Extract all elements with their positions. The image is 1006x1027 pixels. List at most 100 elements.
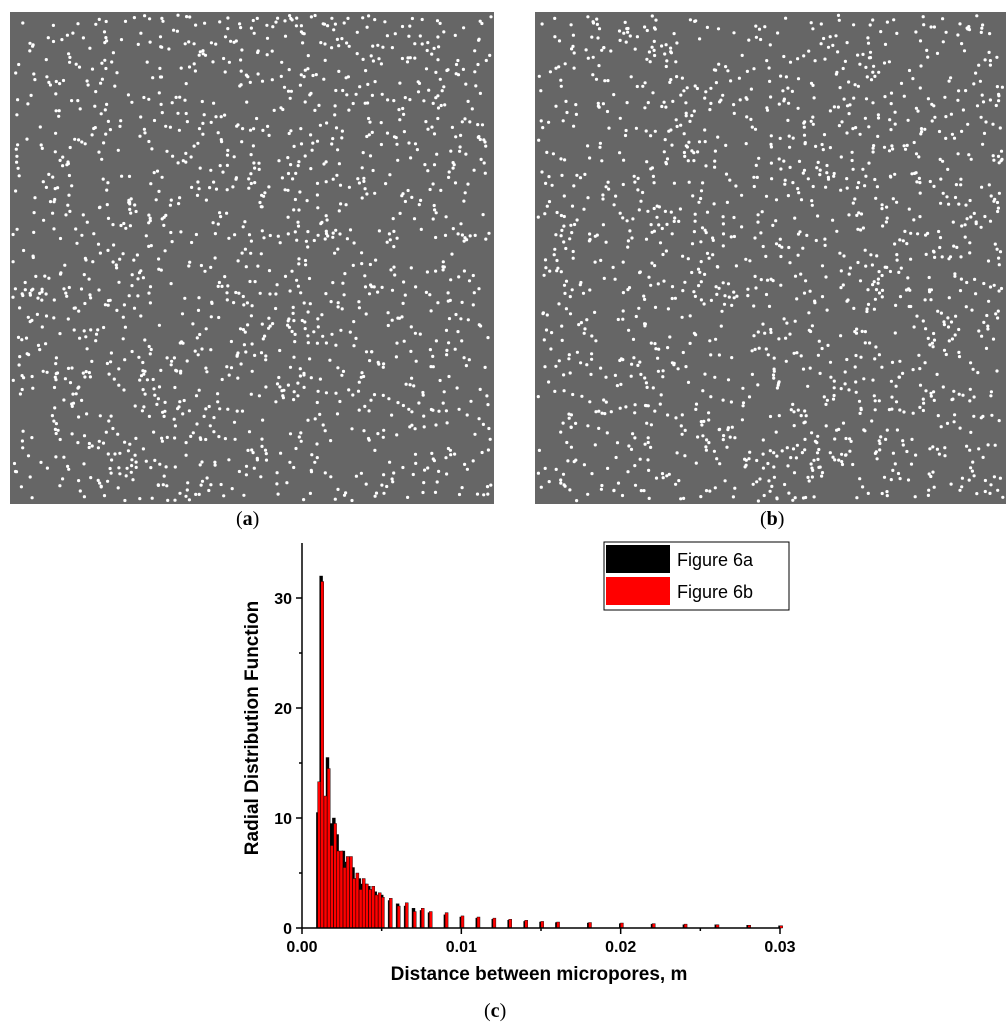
micropore-dot bbox=[713, 486, 717, 490]
micropore-dot bbox=[316, 206, 320, 210]
micropore-dot bbox=[77, 479, 81, 483]
micropore-dot bbox=[94, 90, 98, 94]
micropore-dot bbox=[357, 306, 361, 310]
micropore-dot bbox=[957, 89, 961, 93]
micropore-dot bbox=[220, 284, 224, 288]
micropore-dot bbox=[222, 56, 226, 61]
micropore-dot bbox=[997, 161, 1001, 165]
micropore-dot bbox=[395, 341, 399, 345]
micropore-dot bbox=[67, 285, 71, 290]
micropore-dot bbox=[721, 215, 725, 219]
micropore-dot bbox=[407, 407, 411, 411]
micropore-dot bbox=[252, 466, 256, 470]
micropore-dot bbox=[639, 372, 643, 376]
micropore-dot bbox=[653, 342, 657, 346]
micropore-dot bbox=[214, 115, 218, 119]
micropore-dot bbox=[123, 498, 127, 503]
micropore-dot bbox=[130, 464, 134, 468]
micropore-dot bbox=[334, 88, 338, 93]
micropore-dot bbox=[395, 433, 399, 437]
micropore-dot bbox=[339, 202, 343, 206]
micropore-dot bbox=[788, 145, 792, 149]
micropore-dot bbox=[578, 176, 583, 180]
micropore-dot bbox=[874, 288, 879, 292]
micropore-dot bbox=[618, 38, 622, 42]
micropore-dot bbox=[600, 411, 604, 415]
micropore-dot bbox=[578, 283, 582, 287]
micropore-dot bbox=[467, 279, 472, 283]
micropore-dot bbox=[367, 409, 371, 413]
micropore-dot bbox=[880, 203, 884, 207]
micropore-dot bbox=[340, 37, 344, 41]
micropore-dot bbox=[478, 137, 482, 142]
micropore-dot bbox=[709, 298, 713, 302]
micropore-dot bbox=[553, 247, 557, 251]
micropore-dot bbox=[693, 212, 697, 216]
micropore-dot bbox=[290, 269, 294, 273]
micropore-dot bbox=[557, 39, 562, 43]
micropore-dot bbox=[162, 215, 166, 219]
micropore-dot bbox=[582, 331, 586, 335]
micropore-dot bbox=[299, 73, 303, 77]
micropore-dot bbox=[910, 172, 914, 176]
micropore-dot bbox=[316, 233, 320, 237]
micropore-dot bbox=[148, 301, 152, 305]
micropore-dot bbox=[784, 336, 788, 340]
micropore-dot bbox=[198, 332, 202, 337]
micropore-dot bbox=[402, 280, 406, 284]
micropore-dot bbox=[582, 207, 586, 211]
micropore-dot bbox=[543, 258, 548, 262]
micropore-dot bbox=[330, 142, 334, 146]
micropore-dot bbox=[819, 22, 823, 26]
micropore-dot bbox=[63, 377, 67, 381]
bar-figure-6b bbox=[352, 878, 356, 929]
micropore-dot bbox=[305, 199, 309, 203]
micropore-dot bbox=[361, 16, 365, 20]
micropore-dot bbox=[169, 230, 173, 235]
micropore-dot bbox=[969, 466, 973, 470]
micropore-dot bbox=[914, 152, 919, 156]
micropore-dot bbox=[315, 400, 319, 405]
micropore-dot bbox=[999, 149, 1004, 153]
micropore-dot bbox=[214, 42, 218, 46]
micropore-dot bbox=[945, 195, 949, 199]
micropore-dot bbox=[61, 78, 66, 83]
micropore-dot bbox=[621, 260, 625, 264]
micropore-dot bbox=[53, 427, 58, 431]
micropore-dot bbox=[968, 251, 972, 255]
micropore-dot bbox=[605, 431, 609, 435]
micropore-dot bbox=[882, 475, 887, 479]
micropore-dot bbox=[294, 446, 298, 451]
micropore-dot bbox=[393, 273, 397, 277]
micropore-dot bbox=[364, 69, 368, 73]
micropore-dot bbox=[960, 476, 964, 480]
micropore-dot bbox=[324, 229, 328, 233]
micropore-dot bbox=[184, 453, 188, 457]
micropore-dot bbox=[656, 356, 660, 360]
micropore-dot bbox=[133, 203, 137, 207]
micropore-dot bbox=[551, 152, 555, 156]
micropore-dot bbox=[205, 476, 209, 480]
micropore-dot bbox=[115, 308, 119, 312]
micropore-dot bbox=[109, 360, 113, 364]
micropore-dot bbox=[94, 332, 99, 336]
micropore-dot bbox=[771, 373, 776, 377]
micropore-dot bbox=[431, 365, 435, 369]
micropore-dot bbox=[703, 128, 707, 132]
micropore-dot bbox=[137, 355, 141, 359]
micropore-dot bbox=[158, 462, 162, 466]
micropore-dot bbox=[454, 135, 458, 139]
micropore-dot bbox=[352, 241, 356, 245]
micropore-dot bbox=[303, 258, 308, 263]
micropore-dot bbox=[160, 439, 164, 443]
micropore-dot bbox=[847, 272, 851, 276]
micropore-dot bbox=[432, 163, 437, 167]
micropore-dot bbox=[656, 282, 660, 286]
micropore-dot bbox=[435, 19, 440, 23]
micropore-dot bbox=[588, 156, 592, 160]
micropore-dot bbox=[337, 69, 341, 73]
micropore-dot bbox=[753, 127, 758, 131]
micropore-dot bbox=[128, 207, 132, 211]
micropore-dot bbox=[460, 486, 464, 490]
micropore-dot bbox=[761, 438, 765, 442]
